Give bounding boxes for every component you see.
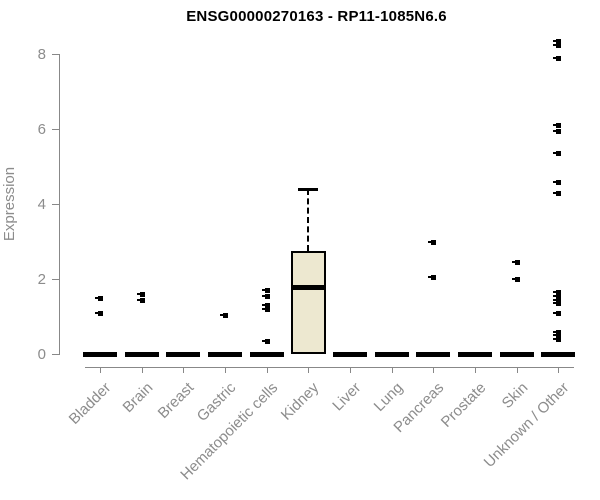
outlier-point	[553, 128, 562, 134]
x-axis-tick	[266, 368, 268, 373]
y-tick-label: 4	[37, 196, 46, 213]
x-axis-tick	[308, 368, 310, 373]
boxplot-whisker-cap	[298, 188, 319, 191]
outlier-point	[136, 292, 145, 297]
outlier-point	[553, 290, 562, 296]
outlier-point	[95, 295, 103, 301]
boxplot-zero-bar	[83, 352, 117, 357]
boxplot-whisker	[307, 189, 310, 251]
outlier-point	[553, 38, 562, 44]
y-axis-tick	[52, 53, 59, 55]
outlier-point	[553, 310, 562, 316]
x-axis-tick	[516, 368, 518, 373]
y-axis-line	[59, 54, 60, 355]
y-axis-tick	[52, 353, 59, 355]
outlier-point	[428, 275, 437, 281]
x-axis-tick	[474, 368, 476, 373]
y-axis-tick	[52, 278, 59, 280]
outlier-point	[553, 297, 562, 303]
x-axis-tick	[141, 368, 143, 373]
outlier-point	[261, 338, 270, 344]
x-axis-tick	[183, 368, 185, 373]
outlier-point	[553, 329, 562, 335]
outlier-point	[261, 293, 270, 299]
x-axis-line	[85, 367, 574, 368]
boxplot-zero-bar	[249, 352, 284, 357]
boxplot-zero-bar	[124, 352, 159, 357]
boxplot-zero-bar	[499, 352, 534, 357]
boxplot-zero-bar	[457, 352, 492, 357]
chart-title: ENSG00000270163 - RP11-1085N6.6	[186, 8, 447, 25]
x-axis-tick	[224, 368, 226, 373]
boxplot-median	[291, 284, 327, 290]
x-axis-tick	[558, 368, 560, 373]
outlier-point	[553, 337, 562, 342]
outlier-point	[553, 42, 562, 48]
boxplot-zero-bar	[332, 352, 367, 357]
outlier-point	[136, 297, 145, 303]
y-axis-tick	[52, 128, 59, 130]
y-axis-tick	[52, 203, 59, 205]
boxplot-box	[291, 250, 327, 354]
boxplot-zero-bar	[207, 352, 242, 357]
boxplot-zero-bar	[416, 352, 451, 357]
outlier-point	[428, 239, 437, 245]
outlier-point	[261, 303, 270, 309]
y-tick-label: 0	[37, 346, 46, 363]
outlier-point	[511, 277, 520, 282]
x-axis-tick	[100, 368, 101, 373]
outlier-point	[553, 293, 562, 299]
outlier-point	[553, 190, 562, 196]
y-tick-label: 8	[37, 46, 46, 63]
outlier-point	[553, 301, 562, 307]
outlier-point	[553, 123, 562, 129]
outlier-point	[219, 312, 228, 318]
boxplot-zero-bar	[374, 352, 409, 357]
y-tick-label: 2	[37, 271, 46, 288]
x-axis-tick	[391, 368, 393, 373]
outlier-point	[261, 307, 270, 312]
y-tick-label: 6	[37, 121, 46, 138]
outlier-point	[553, 179, 562, 185]
outlier-point	[511, 260, 520, 266]
x-axis-tick	[433, 368, 435, 373]
outlier-point	[553, 333, 562, 339]
outlier-point	[553, 151, 562, 157]
outlier-point	[553, 55, 562, 61]
boxplot-zero-bar	[541, 352, 576, 357]
outlier-point	[261, 288, 270, 294]
outlier-point	[95, 310, 103, 316]
boxplot-zero-bar	[166, 352, 201, 357]
x-axis-tick	[349, 368, 351, 373]
